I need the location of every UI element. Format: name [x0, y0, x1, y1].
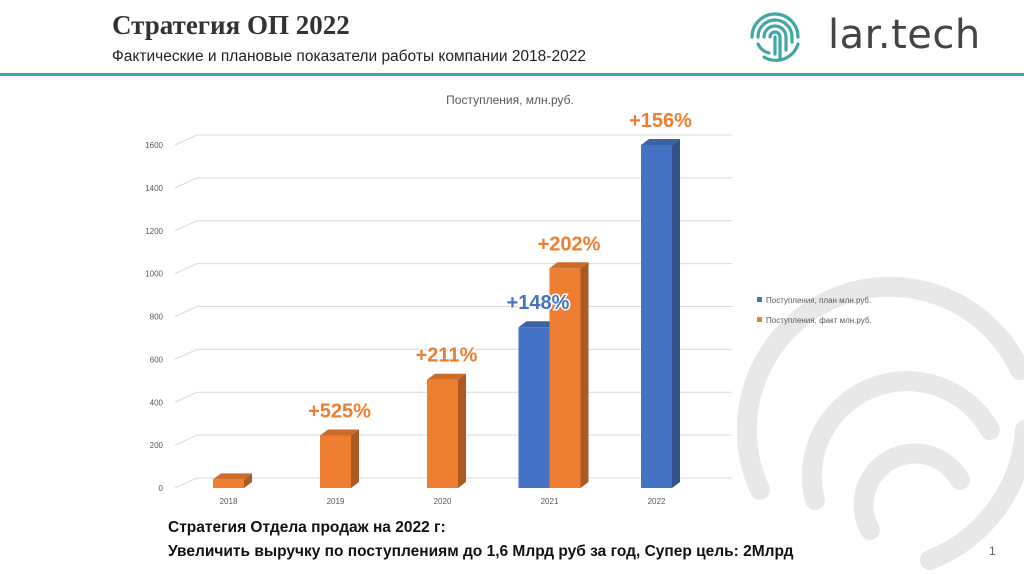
- gridline: [174, 177, 732, 189]
- y-tick-label: 1600: [145, 141, 163, 150]
- bar-2020-fact: [427, 373, 466, 488]
- legend-swatch: [757, 317, 762, 322]
- bar-2022-plan: [641, 139, 680, 488]
- header-divider: [0, 73, 1024, 76]
- fingerprint-icon: [750, 12, 800, 62]
- x-tick-label: 2020: [434, 497, 452, 506]
- logo-text: lar.tech: [828, 12, 981, 58]
- page-title: Стратегия ОП 2022: [112, 10, 350, 40]
- y-tick-label: 600: [150, 355, 164, 364]
- x-tick-label: 2021: [541, 497, 559, 506]
- y-tick-label: 200: [150, 441, 164, 450]
- bar-2021-fact: [549, 262, 589, 488]
- chart-bars: [213, 139, 680, 488]
- y-tick-label: 0: [159, 484, 164, 493]
- y-tick-label: 1400: [145, 184, 163, 193]
- growth-label: +156%: [629, 110, 692, 132]
- legend-swatch: [757, 297, 762, 302]
- growth-label: +202%: [538, 233, 601, 255]
- growth-label: +525%: [308, 400, 371, 422]
- y-tick-label: 1200: [145, 227, 163, 236]
- x-tick-label: 2022: [648, 497, 666, 506]
- footer-strategy-line: Стратегия Отдела продаж на 2022 г:: [168, 519, 446, 536]
- fingerprint-watermark-icon: [736, 276, 1024, 570]
- growth-annotations: +525% +211% +148% +202% +156%: [307, 109, 694, 424]
- gridline: [174, 263, 732, 275]
- page-number: 1: [989, 544, 996, 558]
- bar-2019-fact: [320, 429, 359, 488]
- growth-label: +211%: [416, 345, 478, 367]
- chart-legend: Поступления, план млн.руб. Поступления, ф…: [757, 296, 872, 325]
- x-tick-label: 2019: [327, 497, 345, 506]
- x-tick-label: 2018: [220, 497, 238, 506]
- y-tick-label: 400: [150, 398, 164, 407]
- y-tick-label: 1000: [145, 270, 163, 279]
- chart-title: Поступления, млн.руб.: [446, 93, 574, 107]
- footer-goal-line: Увеличить выручку по поступлениям до 1,6…: [168, 543, 794, 560]
- gridline: [174, 220, 732, 232]
- legend-label: Поступления, факт млн.руб.: [766, 316, 872, 325]
- revenue-chart: Поступления, млн.руб. 0 200 400 600 800 1000 1…: [145, 93, 872, 506]
- bar-2018-fact: [213, 473, 252, 488]
- y-tick-label: 800: [150, 313, 164, 322]
- page-subtitle: Фактические и плановые показатели работы…: [112, 48, 586, 65]
- growth-label: +148%: [507, 292, 570, 314]
- legend-label: Поступления, план млн.руб.: [766, 296, 871, 305]
- x-axis-ticks: 2018 2019 2020 2021 2022: [220, 497, 666, 506]
- gridline: [174, 134, 732, 146]
- y-axis-ticks: 0 200 400 600 800 1000 1200 1400 1600: [145, 141, 163, 493]
